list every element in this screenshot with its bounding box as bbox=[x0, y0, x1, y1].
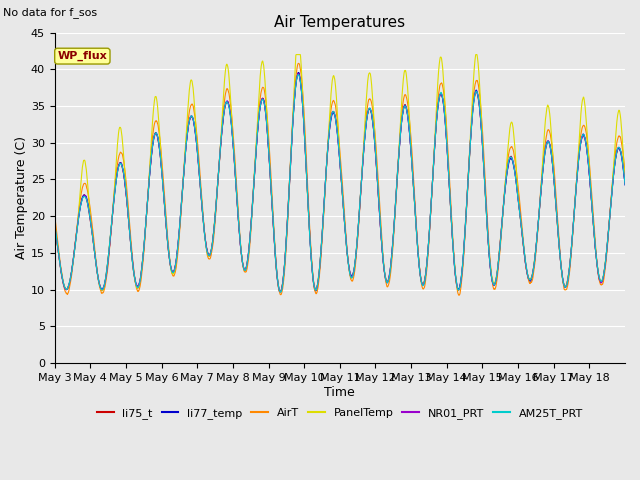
AM25T_PRT bbox=[231, 162, 239, 168]
NR01_PRT bbox=[276, 289, 284, 295]
li77_temp bbox=[621, 182, 629, 188]
li75_t bbox=[621, 180, 629, 186]
AM25T_PRT bbox=[108, 220, 115, 226]
Title: Air Temperatures: Air Temperatures bbox=[275, 15, 405, 30]
li77_temp bbox=[614, 147, 621, 153]
li75_t bbox=[512, 178, 520, 183]
NR01_PRT bbox=[614, 146, 621, 152]
NR01_PRT bbox=[231, 162, 239, 168]
li75_t bbox=[276, 289, 284, 295]
li75_t bbox=[375, 195, 383, 201]
AM25T_PRT bbox=[375, 195, 383, 201]
Line: NR01_PRT: NR01_PRT bbox=[54, 73, 625, 292]
li77_temp bbox=[512, 178, 520, 183]
AirT bbox=[512, 165, 520, 171]
PanelTemp bbox=[614, 115, 621, 120]
AM25T_PRT bbox=[277, 289, 285, 295]
li75_t bbox=[614, 147, 621, 153]
AM25T_PRT bbox=[512, 178, 520, 184]
PanelTemp bbox=[512, 162, 520, 168]
li75_t bbox=[108, 221, 115, 227]
AirT bbox=[455, 292, 463, 298]
AM25T_PRT bbox=[295, 72, 303, 77]
PanelTemp bbox=[231, 161, 239, 167]
Line: li75_t: li75_t bbox=[54, 72, 625, 292]
AM25T_PRT bbox=[51, 221, 58, 227]
AM25T_PRT bbox=[545, 139, 552, 144]
NR01_PRT bbox=[51, 222, 58, 228]
Line: PanelTemp: PanelTemp bbox=[54, 55, 625, 292]
Line: AirT: AirT bbox=[54, 63, 625, 295]
NR01_PRT bbox=[512, 178, 520, 184]
Text: No data for f_sos: No data for f_sos bbox=[3, 7, 97, 18]
PanelTemp bbox=[292, 52, 300, 58]
li77_temp bbox=[545, 138, 552, 144]
li77_temp bbox=[108, 221, 115, 227]
PanelTemp bbox=[621, 178, 629, 183]
AirT bbox=[374, 180, 382, 185]
PanelTemp bbox=[375, 195, 383, 201]
AM25T_PRT bbox=[621, 181, 629, 187]
PanelTemp bbox=[108, 220, 115, 226]
NR01_PRT bbox=[294, 71, 302, 76]
li77_temp bbox=[231, 162, 239, 168]
li77_temp bbox=[375, 196, 383, 202]
PanelTemp bbox=[51, 218, 58, 224]
AirT bbox=[614, 137, 621, 143]
li77_temp bbox=[276, 289, 284, 295]
NR01_PRT bbox=[545, 139, 552, 144]
AirT bbox=[545, 127, 552, 132]
AirT bbox=[231, 152, 239, 158]
li77_temp bbox=[295, 70, 303, 75]
Text: WP_flux: WP_flux bbox=[58, 51, 108, 61]
li75_t bbox=[294, 70, 302, 75]
Y-axis label: Air Temperature (C): Air Temperature (C) bbox=[15, 136, 28, 259]
Legend: li75_t, li77_temp, AirT, PanelTemp, NR01_PRT, AM25T_PRT: li75_t, li77_temp, AirT, PanelTemp, NR01… bbox=[92, 404, 588, 423]
AirT bbox=[294, 60, 302, 66]
NR01_PRT bbox=[621, 181, 629, 187]
Line: AM25T_PRT: AM25T_PRT bbox=[54, 74, 625, 292]
AirT bbox=[51, 212, 58, 218]
NR01_PRT bbox=[375, 196, 383, 202]
li75_t bbox=[231, 164, 239, 169]
PanelTemp bbox=[545, 103, 552, 109]
PanelTemp bbox=[276, 289, 284, 295]
AirT bbox=[108, 222, 115, 228]
AirT bbox=[621, 169, 629, 175]
li77_temp bbox=[51, 222, 58, 228]
X-axis label: Time: Time bbox=[324, 385, 355, 398]
li75_t bbox=[545, 138, 552, 144]
NR01_PRT bbox=[108, 221, 115, 227]
Line: li77_temp: li77_temp bbox=[54, 72, 625, 292]
li75_t bbox=[51, 221, 58, 227]
AM25T_PRT bbox=[614, 146, 621, 152]
